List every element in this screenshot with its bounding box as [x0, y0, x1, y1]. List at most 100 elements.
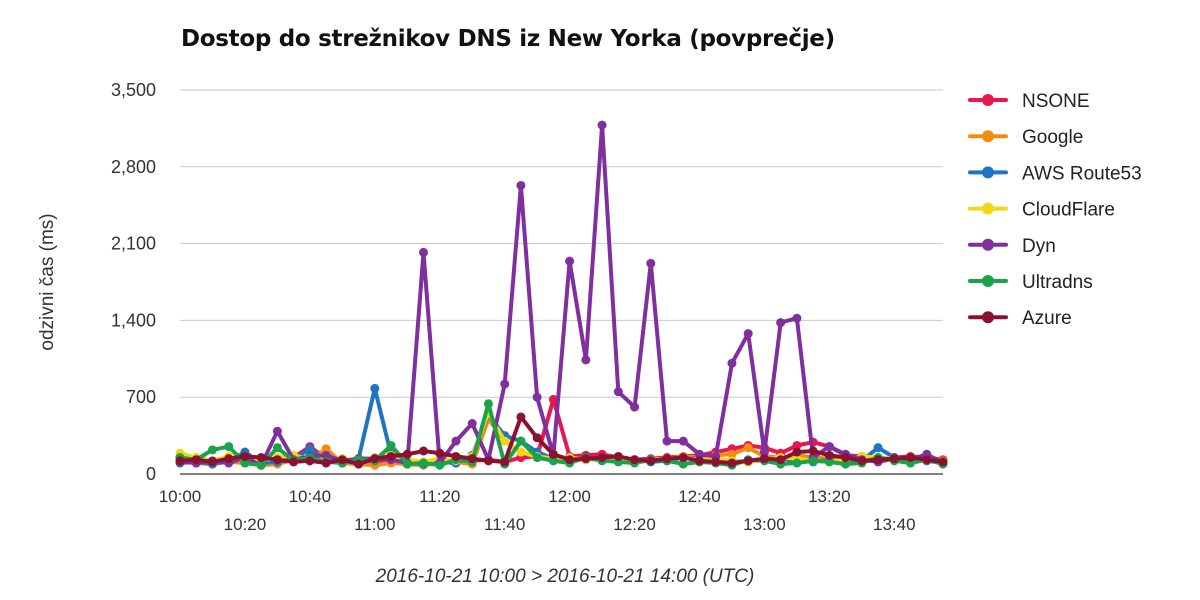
- legend-label: Dyn: [1022, 236, 1056, 257]
- legend-item-aws-route53: AWS Route53: [968, 163, 1142, 184]
- data-point: [500, 436, 510, 446]
- data-point: [435, 460, 445, 470]
- x-tick-label: 10:00: [159, 487, 202, 506]
- x-tick-labels: 10:00 10:40 11:20 12:00 12:40 13:20 10:20 11:00…: [159, 487, 916, 534]
- data-point: [532, 453, 542, 463]
- data-point: [305, 444, 315, 454]
- legend-swatch-dot: [982, 311, 994, 324]
- data-point: [597, 120, 607, 130]
- data-point: [548, 449, 558, 459]
- data-point: [824, 450, 834, 460]
- x-axis-label: 2016-10-21 10:00 > 2016-10-21 14:00 (UTC…: [375, 566, 755, 587]
- data-point: [792, 447, 802, 457]
- x-tick-label: 11:00: [354, 515, 395, 534]
- x-tick-label: 11:20: [419, 487, 460, 506]
- data-point: [483, 399, 493, 409]
- x-tick-label: 10:40: [289, 487, 332, 506]
- data-point: [743, 456, 753, 466]
- legend: NSONE Google AWS Route53 CloudFlare Dyn Ultra…: [968, 91, 1142, 329]
- data-point: [467, 454, 477, 464]
- data-point: [743, 443, 753, 453]
- data-point: [370, 383, 380, 393]
- series-lines: [175, 120, 948, 470]
- data-point: [272, 443, 282, 453]
- legend-swatch-dot: [982, 130, 994, 143]
- data-point: [873, 455, 883, 465]
- data-point: [565, 455, 575, 465]
- data-point: [808, 446, 818, 456]
- data-point: [711, 457, 721, 467]
- data-point: [321, 458, 331, 468]
- legend-swatch-dot: [982, 275, 994, 287]
- data-point: [272, 426, 282, 436]
- data-point: [256, 453, 266, 463]
- data-point: [857, 456, 867, 466]
- data-point: [613, 387, 623, 397]
- data-point: [386, 440, 396, 450]
- data-point: [565, 256, 575, 266]
- data-point: [630, 402, 640, 412]
- data-point: [743, 329, 753, 339]
- legend-item-azure: Azure: [968, 308, 1072, 329]
- data-point: [873, 443, 883, 453]
- data-point: [678, 453, 688, 463]
- data-point: [207, 445, 217, 455]
- data-point: [467, 419, 477, 429]
- legend-label: Google: [1022, 127, 1083, 148]
- legend-item-ultradns: Ultradns: [968, 272, 1093, 293]
- data-point: [451, 436, 461, 446]
- data-point: [224, 442, 234, 452]
- data-point: [500, 379, 510, 389]
- legend-item-dyn: Dyn: [968, 236, 1056, 257]
- x-tick-label: 13:00: [743, 515, 786, 534]
- data-point: [175, 456, 185, 466]
- data-point: [727, 358, 737, 368]
- data-point: [321, 450, 331, 460]
- legend-item-nsone: NSONE: [968, 91, 1090, 112]
- data-point: [224, 454, 234, 464]
- data-point: [256, 460, 266, 470]
- series-azure: [175, 412, 948, 469]
- data-point: [727, 449, 737, 459]
- data-point: [630, 455, 640, 465]
- data-point: [841, 459, 851, 469]
- data-point: [906, 453, 916, 463]
- data-point: [581, 355, 591, 365]
- data-point: [191, 455, 201, 465]
- series-dyn: [175, 120, 948, 470]
- y-tick-label: 1,400: [111, 310, 156, 330]
- chart-title: Dostop do strežnikov DNS iz New Yorka (p…: [181, 26, 835, 52]
- data-point: [759, 447, 769, 457]
- series-line-dyn: [178, 123, 945, 468]
- data-point: [451, 451, 461, 461]
- data-point: [646, 456, 656, 466]
- legend-item-google: Google: [968, 127, 1083, 148]
- data-point: [938, 457, 948, 467]
- data-point: [516, 436, 526, 446]
- data-point: [386, 451, 396, 461]
- data-point: [841, 453, 851, 463]
- data-point: [240, 458, 250, 468]
- data-point: [678, 459, 688, 469]
- data-point: [516, 412, 526, 422]
- data-point: [727, 458, 737, 468]
- data-point: [354, 459, 364, 469]
- data-point: [321, 444, 331, 454]
- data-point: [613, 451, 623, 461]
- data-point: [776, 455, 786, 465]
- y-tick-label: 0: [146, 464, 156, 484]
- data-point: [402, 449, 412, 459]
- x-tick-label: 12:40: [678, 487, 721, 506]
- data-point: [402, 459, 412, 469]
- legend-label: AWS Route53: [1022, 163, 1142, 184]
- data-point: [419, 446, 429, 456]
- data-point: [792, 458, 802, 468]
- data-point: [532, 392, 542, 402]
- data-point: [662, 436, 672, 446]
- legend-label: NSONE: [1022, 91, 1090, 112]
- data-point: [694, 449, 704, 459]
- data-point: [922, 455, 932, 465]
- x-tick-label: 12:20: [613, 515, 656, 534]
- data-point: [759, 454, 769, 464]
